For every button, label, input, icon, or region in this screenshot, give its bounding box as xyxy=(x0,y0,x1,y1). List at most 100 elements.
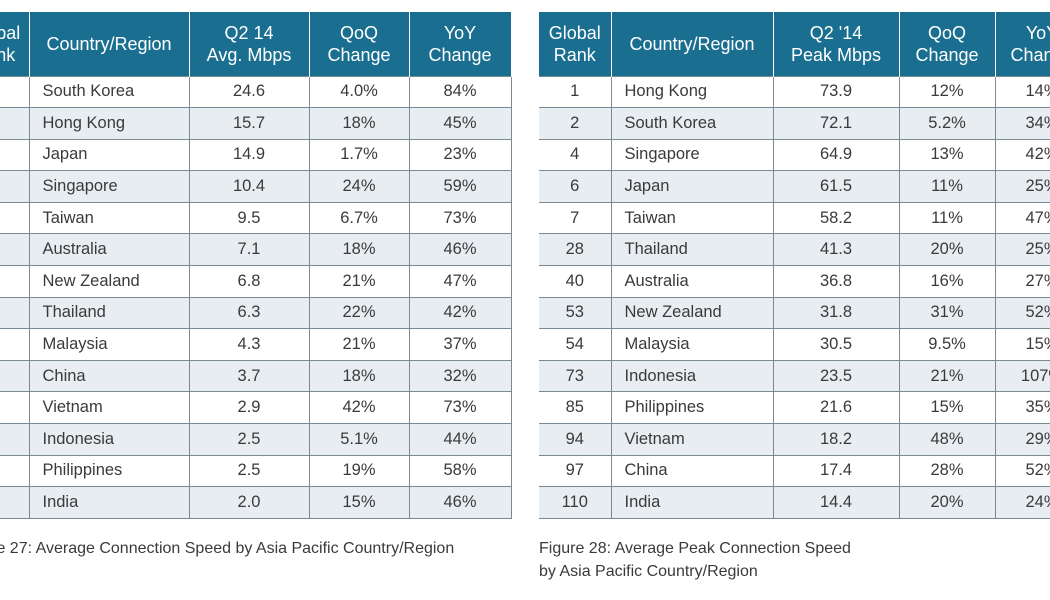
table-row: 5Taiwan9.56.7%73% xyxy=(0,201,512,235)
cell-yoy-change: 37% xyxy=(408,328,512,361)
cell-country-region: Malaysia xyxy=(610,328,774,361)
cell-speed: 18.2 xyxy=(772,423,900,456)
cell-qoq-change: 4.0% xyxy=(308,75,410,109)
cell-yoy-change: 14% xyxy=(994,75,1050,109)
cell-global-rank: 7 xyxy=(0,296,30,330)
cell-speed: 14.9 xyxy=(188,138,310,172)
cell-global-rank: 0 xyxy=(0,391,30,425)
cell-qoq-change: 15% xyxy=(308,486,410,519)
cell-yoy-change: 25% xyxy=(994,233,1050,267)
cell-country-region: India xyxy=(28,486,190,519)
table-row: Japan 14.9 1.7% 23% xyxy=(0,138,512,172)
cell-country-region: Indonesia xyxy=(610,359,774,393)
cell-speed: 61.5 xyxy=(772,170,900,203)
cell-speed: 41.3 xyxy=(772,233,900,267)
cell-speed: 58.2 xyxy=(772,201,900,235)
cell-yoy-change: 59% xyxy=(408,170,512,203)
cell-global-rank: 97 xyxy=(539,454,612,488)
cell-country-region: Vietnam xyxy=(28,391,190,425)
cell-qoq-change: 12% xyxy=(898,75,996,109)
cell-qoq-change: 18% xyxy=(308,233,410,267)
column-header-speed: Q2 '14 Peak Mbps xyxy=(773,12,900,76)
cell-country-region: Hong Kong xyxy=(28,107,190,140)
cell-speed: 4.3 xyxy=(188,328,310,361)
cell-global-rank: 5 xyxy=(0,486,30,519)
table-row: 3China3.718%32% xyxy=(0,359,512,393)
cell-speed: 21.6 xyxy=(772,391,900,425)
cell-country-region: Japan xyxy=(610,170,774,203)
cell-yoy-change: 42% xyxy=(408,296,512,330)
cell-yoy-change: 46% xyxy=(408,233,512,267)
cell-qoq-change: 6.7% xyxy=(308,201,410,235)
table-row: 7Thailand6.322%42% xyxy=(0,296,512,330)
cell-yoy-change: 84% xyxy=(408,75,512,109)
cell-global-rank: 2 xyxy=(539,107,612,140)
cell-country-region: Taiwan xyxy=(610,201,774,235)
cell-yoy-change: 107% xyxy=(994,359,1050,393)
cell-yoy-change: 47% xyxy=(408,265,512,298)
cell-global-rank: 3 xyxy=(0,454,30,488)
cell-country-region: Vietnam xyxy=(610,423,774,456)
cell-country-region: Australia xyxy=(28,233,190,267)
table-row: Australia 7.1 18% 46% xyxy=(0,233,512,267)
table-row: 1Indonesia2.55.1%44% xyxy=(0,423,512,456)
column-header-yoy-change: YoY Change xyxy=(995,12,1050,76)
cell-global-rank xyxy=(0,233,30,267)
cell-country-region: Singapore xyxy=(610,138,774,172)
cell-qoq-change: 16% xyxy=(898,265,996,298)
cell-global-rank: 1 xyxy=(539,75,612,109)
column-header-country-region: Country/Region xyxy=(29,12,190,76)
column-header-qoq-change: QoQ Change xyxy=(309,12,410,76)
cell-yoy-change: 27% xyxy=(994,265,1050,298)
cell-country-region: Australia xyxy=(610,265,774,298)
column-header-yoy-change: YoY Change xyxy=(409,12,512,76)
cell-yoy-change: 35% xyxy=(994,391,1050,425)
cell-qoq-change: 5.1% xyxy=(308,423,410,456)
cell-yoy-change: 25% xyxy=(994,170,1050,203)
cell-country-region: New Zealand xyxy=(28,265,190,298)
cell-qoq-change: 9.5% xyxy=(898,328,996,361)
cell-qoq-change: 42% xyxy=(308,391,410,425)
cell-speed: 2.9 xyxy=(188,391,310,425)
column-header-country-region: Country/Region xyxy=(611,12,774,76)
cell-global-rank: 110 xyxy=(539,486,612,519)
cell-global-rank: 85 xyxy=(539,391,612,425)
cell-speed: 72.1 xyxy=(772,107,900,140)
cell-global-rank: 7 xyxy=(539,201,612,235)
cell-yoy-change: 29% xyxy=(994,423,1050,456)
cell-speed: 2.5 xyxy=(188,423,310,456)
cell-speed: 9.5 xyxy=(188,201,310,235)
column-header-qoq-change: QoQ Change xyxy=(899,12,996,76)
cell-speed: 3.7 xyxy=(188,359,310,393)
cell-yoy-change: 42% xyxy=(994,138,1050,172)
cell-country-region: Malaysia xyxy=(28,328,190,361)
cell-speed: 10.4 xyxy=(188,170,310,203)
cell-qoq-change: 48% xyxy=(898,423,996,456)
cell-qoq-change: 5.2% xyxy=(898,107,996,140)
cell-yoy-change: 15% xyxy=(994,328,1050,361)
cell-qoq-change: 24% xyxy=(308,170,410,203)
cell-global-rank: 6 xyxy=(539,170,612,203)
cell-speed: 24.6 xyxy=(188,75,310,109)
cell-global-rank: 3 xyxy=(0,265,30,298)
cell-country-region: South Korea xyxy=(610,107,774,140)
cell-global-rank: 5 xyxy=(0,201,30,235)
cell-yoy-change: 47% xyxy=(994,201,1050,235)
cell-speed: 23.5 xyxy=(772,359,900,393)
cell-global-rank: 28 xyxy=(539,233,612,267)
table-row: 3Philippines2.519%58% xyxy=(0,454,512,488)
cell-speed: 15.7 xyxy=(188,107,310,140)
cell-country-region: Philippines xyxy=(28,454,190,488)
cell-speed: 64.9 xyxy=(772,138,900,172)
